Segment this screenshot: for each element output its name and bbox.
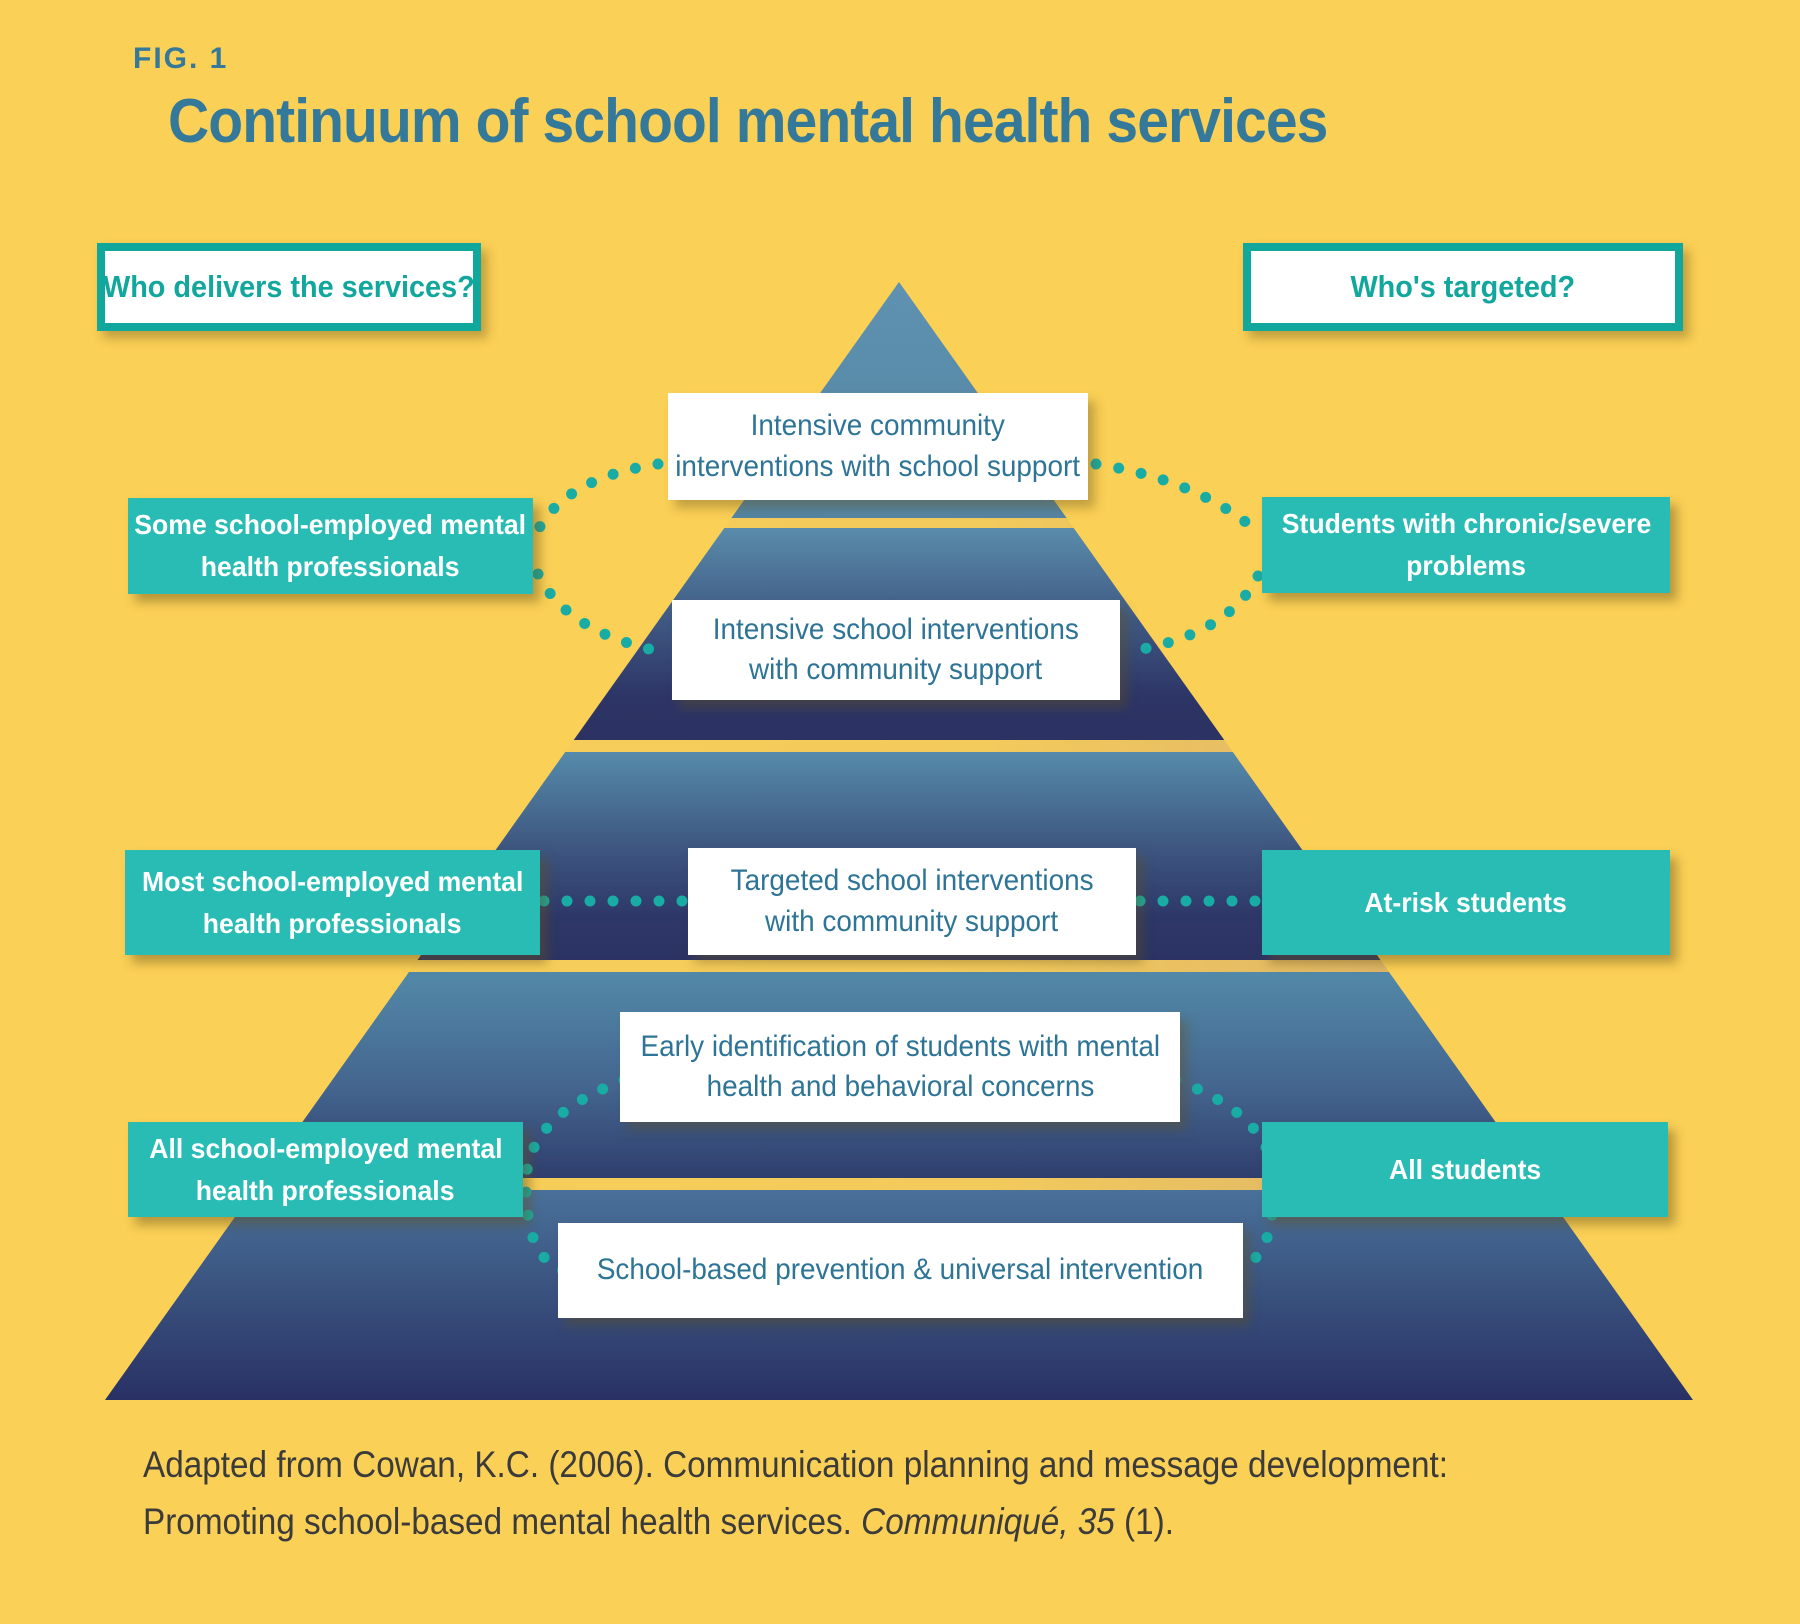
target-box-line: problems	[1406, 550, 1526, 581]
tier-separator-1	[105, 518, 1693, 528]
header-who-targeted: Who's targeted?	[1243, 243, 1683, 331]
service-box-early-identification: Early identification of students with me…	[620, 1012, 1180, 1122]
figure-label: FIG. 1	[133, 42, 229, 75]
deliverer-box-line: Most school-employed mental	[141, 865, 524, 897]
connector-dots-bottom-left	[520, 1074, 630, 1278]
citation: Adapted from Cowan, K.C. (2006). Communi…	[143, 1436, 1448, 1551]
header-who-delivers-label: Who delivers the services?	[103, 269, 475, 304]
header-who-targeted-label: Who's targeted?	[1350, 269, 1576, 304]
deliverer-box-most-school-employed: Most school-employed mental health profe…	[125, 850, 540, 955]
deliverer-box-line: Some school-employed mental	[134, 509, 527, 540]
service-box-line: Early identification of students with me…	[640, 1029, 1160, 1063]
service-box-intensive-school: Intensive school interventions with comm…	[672, 600, 1120, 700]
deliverer-box-line: health professionals	[196, 1174, 455, 1206]
citation-line-1: Adapted from Cowan, K.C. (2006). Communi…	[143, 1444, 1448, 1485]
service-box-line: School-based prevention & universal inte…	[597, 1253, 1204, 1287]
citation-line-2-text: Promoting school-based mental health ser…	[143, 1501, 862, 1543]
connector-dots-top-right-lower	[1120, 570, 1264, 658]
citation-issue-text: (1).	[1114, 1501, 1174, 1543]
service-box-intensive-community: Intensive community interventions with s…	[668, 393, 1088, 500]
connector-dots-top-left-upper	[532, 458, 664, 536]
citation-line-2: Promoting school-based mental health ser…	[143, 1493, 1448, 1550]
target-box-line: Students with chronic/severe	[1281, 508, 1651, 539]
deliverer-box-line: health professionals	[201, 551, 460, 582]
figure-title: Continuum of school mental health servic…	[168, 87, 1328, 156]
deliverer-box-some-school-employed: Some school-employed mental health profe…	[128, 498, 533, 594]
service-box-line: with community support	[765, 904, 1059, 938]
citation-journal-italic: Communiqué, 35	[861, 1501, 1115, 1543]
service-box-line: Intensive school interventions	[712, 612, 1080, 646]
tier-separator-2	[105, 740, 1693, 752]
target-box-chronic-severe: Students with chronic/severe problems	[1262, 497, 1670, 593]
deliverer-box-all-school-employed: All school-employed mental health profes…	[128, 1122, 523, 1217]
deliverer-box-line: All school-employed mental	[148, 1132, 503, 1164]
service-box-line: with community support	[749, 653, 1043, 686]
connector-dots-top-left-lower	[532, 568, 668, 658]
service-box-school-based-prevention: School-based prevention & universal inte…	[558, 1223, 1243, 1318]
connector-dots-top-right-upper	[1090, 458, 1264, 538]
service-box-line: Targeted school interventions	[730, 864, 1094, 897]
service-box-line: interventions with school support	[675, 449, 1081, 483]
target-box-line: All students	[1388, 1153, 1542, 1185]
target-box-at-risk: At-risk students	[1262, 850, 1670, 955]
service-box-targeted-school: Targeted school interventions with commu…	[688, 848, 1136, 955]
service-box-line: Intensive community	[750, 409, 1006, 442]
service-box-line: health and behavioral concerns	[706, 1070, 1094, 1103]
target-box-line: At-risk students	[1364, 886, 1568, 918]
tier-separator-3	[105, 960, 1693, 972]
header-who-delivers: Who delivers the services?	[97, 243, 481, 331]
target-box-all-students: All students	[1262, 1122, 1668, 1217]
deliverer-box-line: health professionals	[203, 907, 462, 939]
